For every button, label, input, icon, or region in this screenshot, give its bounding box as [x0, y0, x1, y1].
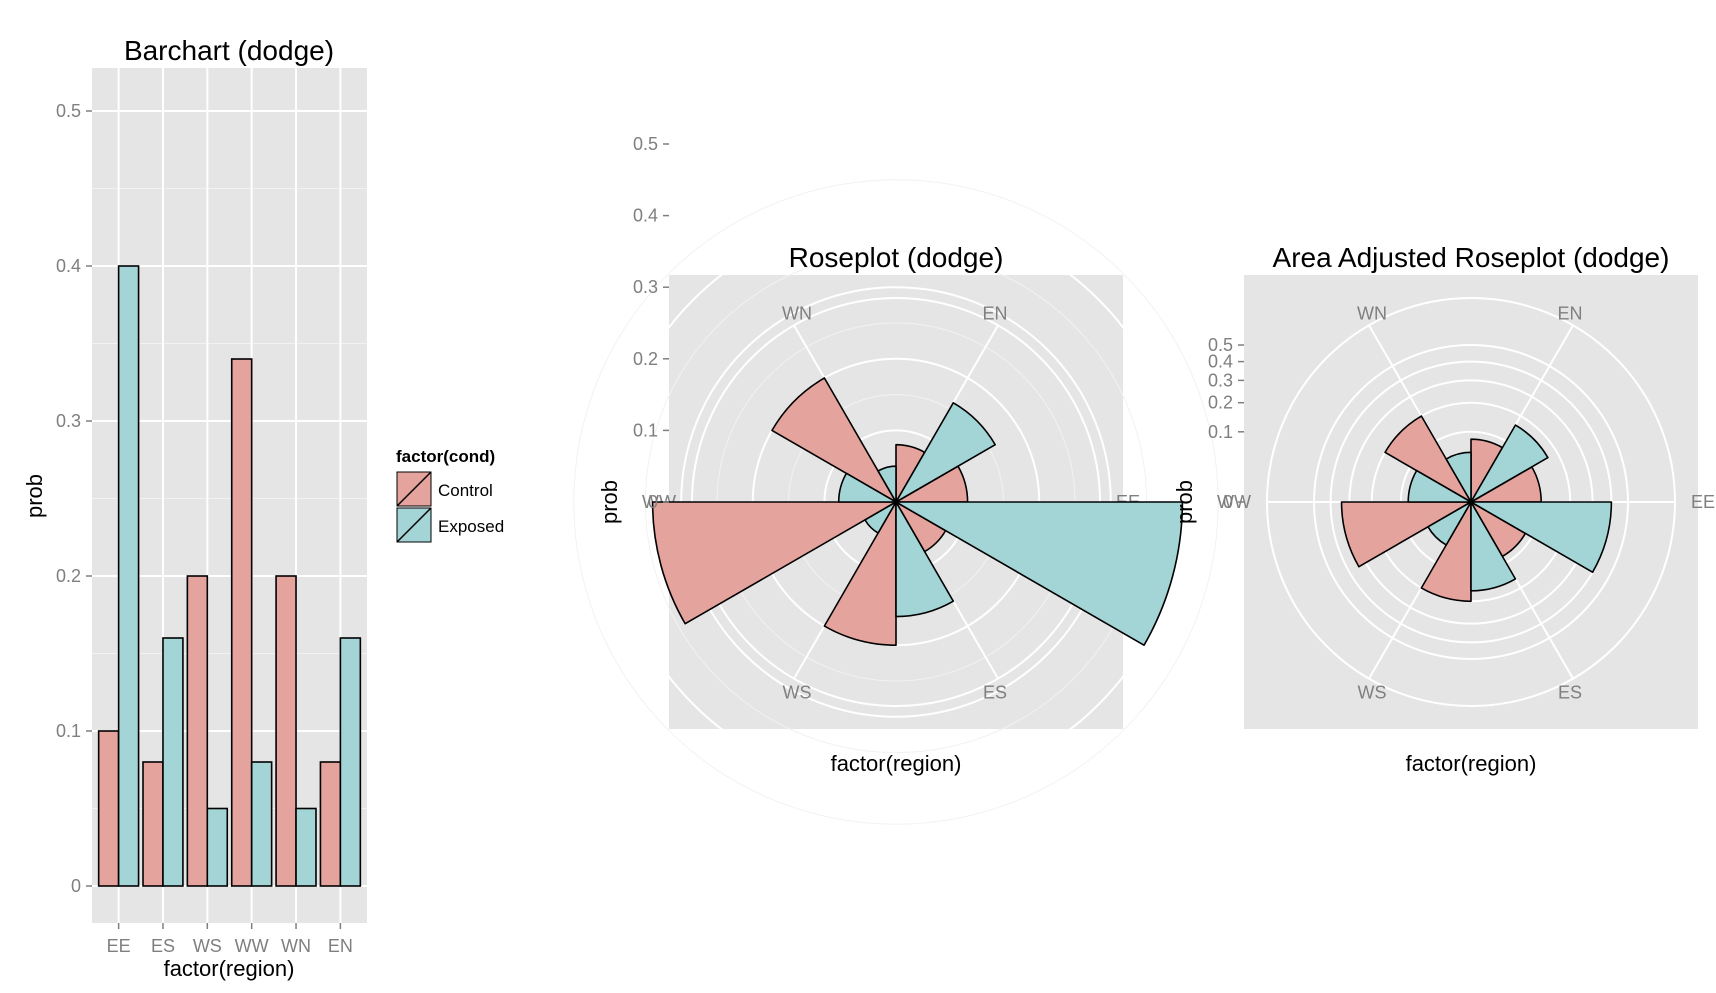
bar-chart-y-axis-title: prob [22, 474, 47, 518]
bar-chart: 0 0.1 0.2 0.3 0.4 0.5 EE ES WS WW WN EN Barchart (d… [22, 35, 367, 981]
roseplot-r-tick-label: 0.3 [633, 277, 658, 297]
area-adjusted-roseplot-ticks: 0 0.1 0.2 0.30.40.5 [1208, 335, 1244, 512]
area-adjusted-roseplot-r-tick-label: 0 [1223, 492, 1233, 512]
roseplot-category-label: WN [782, 304, 812, 324]
roseplot-petal-exposed-en [895, 401, 997, 503]
area-adjusted-roseplot-title: Area Adjusted Roseplot (dodge) [1273, 242, 1670, 273]
bar-chart-x-tick-label: WN [281, 936, 311, 956]
area-adjusted-roseplot-petal-exposed-es [1470, 501, 1517, 592]
area-adjusted-roseplot-petal-exposed-ww [1407, 469, 1472, 503]
roseplot-r-tick-label: 0.2 [633, 349, 658, 369]
roseplot-petal-control-ww [651, 501, 897, 625]
legend-label-exposed: Exposed [438, 517, 504, 536]
area-adjusted-roseplot-category-label: WS [1358, 682, 1387, 702]
area-adjusted-roseplot-category-label: ES [1558, 682, 1582, 702]
area-adjusted-roseplot-petal-exposed-wn [1445, 451, 1472, 503]
roseplot-petal-exposed-es [895, 501, 955, 618]
area-adjusted-roseplot: EE ES WS WW WN EN 0 0.1 0.2 0.30.40.5 Area Adjus… [1172, 242, 1715, 776]
bar-chart-y-tick-label: 0.4 [56, 256, 81, 276]
legend-label-control: Control [438, 481, 493, 500]
bar-chart-x-tick-label: ES [151, 936, 175, 956]
bar-exposed-en [339, 637, 362, 887]
roseplot-title: Roseplot (dodge) [789, 242, 1004, 273]
roseplot-petal-exposed-ws [864, 501, 897, 534]
bar-control-ee [97, 730, 120, 887]
legend-key-control-slash [396, 471, 432, 507]
bar-control-en [319, 761, 342, 887]
area-adjusted-roseplot-petals [1340, 415, 1613, 603]
bar-exposed-es [162, 637, 184, 887]
roseplot-r-tick-label: 0 [648, 492, 658, 512]
area-adjusted-roseplot-category-label: WN [1357, 304, 1387, 324]
legend-title: factor(cond) [396, 447, 495, 466]
bar-chart-y-tick-label: 0.1 [56, 721, 81, 741]
roseplot-r-tick-label: 0.1 [633, 420, 658, 440]
bar-chart-x-tick-label: EE [107, 936, 131, 956]
bar-exposed-ws [206, 807, 229, 887]
roseplot-minor-grid-circle [573, 179, 1219, 825]
roseplot-category-label: ES [983, 682, 1007, 702]
bar-chart-x-axis-title: factor(region) [164, 956, 295, 981]
bar-exposed-ee [117, 265, 140, 887]
roseplot-petal-exposed-ee [895, 501, 1184, 646]
bar-chart-bars [97, 265, 362, 887]
area-adjusted-roseplot-r-tick-label: 0.4 [1208, 352, 1233, 372]
area-adjusted-roseplot-petal-control-wn [1384, 415, 1472, 503]
area-adjusted-roseplot-y-axis-title: prob [1172, 480, 1197, 524]
roseplot-petal-control-ws [823, 501, 897, 646]
bar-chart-y-tick-label: 0.5 [56, 101, 81, 121]
area-adjusted-roseplot-r-tick-label: 0.3 [1208, 370, 1233, 390]
bar-chart-x-tick-label: EN [328, 936, 353, 956]
bar-chart-x-tick-label: WS [193, 936, 222, 956]
roseplot-petal-control-wn [771, 377, 897, 503]
bar-control-ws [186, 575, 209, 887]
area-adjusted-roseplot-petal-exposed-ee [1470, 501, 1613, 574]
area-adjusted-roseplot-r-tick-label: 0.5 [1208, 335, 1233, 355]
area-adjusted-roseplot-x-axis-title: factor(region) [1406, 751, 1537, 776]
bar-chart-ticks: 0 0.1 0.2 0.3 0.4 0.5 EE ES WS WW WN EN [56, 101, 353, 956]
roseplot-category-label: WS [783, 682, 812, 702]
area-adjusted-roseplot-category-label: EE [1691, 492, 1715, 512]
roseplot-petal-exposed-ww [837, 472, 897, 503]
legend-item-control: Control [396, 471, 493, 507]
roseplot-ticks: 0 0.1 0.2 0.3 0.4 0.5 [633, 134, 669, 512]
area-adjusted-roseplot-r-tick-label: 0.1 [1208, 422, 1233, 442]
bar-exposed-wn [295, 807, 317, 887]
area-adjusted-roseplot-r-tick-label: 0.2 [1208, 393, 1233, 413]
area-adjusted-roseplot-category-label: WW [1217, 492, 1251, 512]
area-adjusted-roseplot-petal-control-ww [1340, 501, 1472, 568]
area-adjusted-roseplot-petal-exposed-ws [1427, 501, 1472, 546]
roseplot-category-label: EN [982, 304, 1007, 324]
area-adjusted-roseplot-category-label: EN [1557, 304, 1582, 324]
bar-chart-y-tick-label: 0 [71, 876, 81, 896]
area-adjusted-roseplot-petal-control-ws [1420, 501, 1472, 603]
roseplot-petal-exposed-wn [877, 465, 897, 503]
bar-chart-y-tick-label: 0.2 [56, 566, 81, 586]
bar-chart-y-tick-label: 0.3 [56, 411, 81, 431]
bar-control-wn [275, 575, 297, 887]
roseplot-y-axis-title: prob [597, 480, 622, 524]
roseplot-x-axis-title: factor(region) [831, 751, 962, 776]
legend-key-exposed-slash [396, 507, 432, 543]
bar-chart-x-tick-label: WW [235, 936, 269, 956]
bar-chart-title: Barchart (dodge) [124, 35, 334, 66]
legend-item-exposed: Exposed [396, 507, 504, 543]
roseplot-r-tick-label: 0.4 [633, 206, 658, 226]
area-adjusted-roseplot-petal-exposed-en [1470, 424, 1549, 503]
legend: factor(cond) Control Exposed [396, 447, 504, 543]
bar-control-ww [230, 358, 253, 887]
bar-control-es [142, 761, 164, 887]
roseplot-r-tick-label: 0.5 [633, 134, 658, 154]
roseplot-petals [651, 377, 1184, 646]
bar-exposed-ww [250, 761, 273, 887]
